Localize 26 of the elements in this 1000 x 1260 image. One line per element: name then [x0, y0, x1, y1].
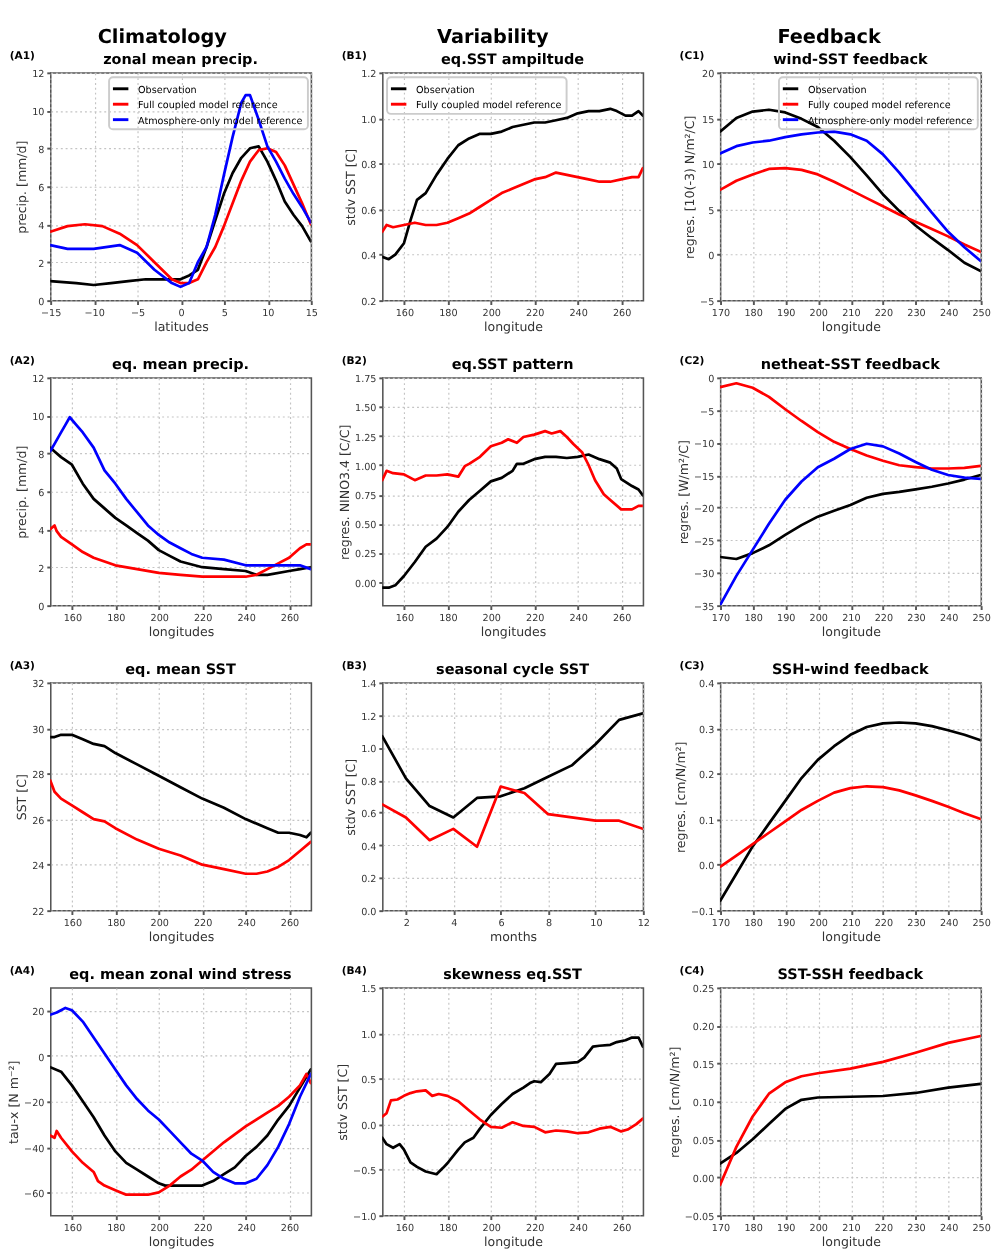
line-series — [50, 779, 311, 876]
line-series — [50, 524, 311, 579]
line-series — [50, 733, 311, 839]
line-series — [720, 784, 981, 869]
line-series — [720, 1034, 981, 1187]
text: Variability — [437, 26, 550, 49]
line-series — [382, 711, 643, 819]
line-series — [382, 785, 643, 849]
line-series — [382, 107, 643, 261]
line-series — [382, 429, 643, 511]
line-series — [50, 415, 311, 571]
line-series — [382, 166, 643, 234]
line-series — [720, 1082, 981, 1165]
line-series — [50, 446, 311, 577]
line-series — [382, 1089, 643, 1135]
text: Climatology — [97, 26, 229, 49]
text: Feedback — [777, 26, 882, 49]
line-series — [382, 1036, 643, 1176]
line-series — [720, 166, 981, 254]
line-series — [720, 473, 981, 561]
line-series — [50, 93, 311, 289]
line-series — [720, 721, 981, 903]
line-series — [720, 130, 981, 263]
line-series — [720, 108, 981, 273]
line-series — [50, 1006, 311, 1185]
line-series — [382, 453, 643, 590]
